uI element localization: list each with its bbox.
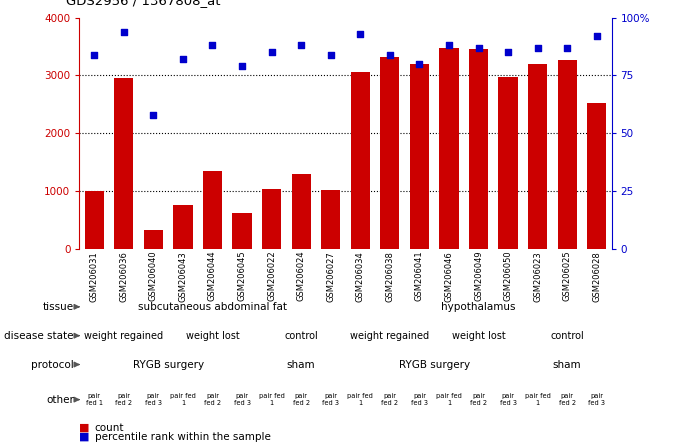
Text: pair
fed 2: pair fed 2 (292, 393, 310, 406)
Point (148, 111, 159, 118)
Text: GSM206023: GSM206023 (533, 251, 542, 301)
Point (562, 44, 573, 52)
Text: sham: sham (287, 360, 316, 369)
Bar (410, 64, 429, 249)
Text: pair fed
1: pair fed 1 (524, 393, 551, 406)
Bar (528, 64, 547, 249)
Text: GSM206025: GSM206025 (562, 251, 571, 301)
Text: control: control (550, 331, 584, 341)
Text: protocol: protocol (31, 360, 74, 369)
Text: pair
fed 3: pair fed 3 (588, 393, 605, 406)
Point (414, 60, 425, 67)
Text: pair
fed 2: pair fed 2 (470, 393, 487, 406)
Text: weight regained: weight regained (84, 331, 163, 341)
Bar (587, 103, 607, 249)
Text: pair
fed 2: pair fed 2 (381, 393, 399, 406)
Text: percentile rank within the sample: percentile rank within the sample (95, 432, 271, 442)
Bar (173, 205, 193, 249)
Bar (232, 213, 252, 249)
Text: tissue: tissue (43, 302, 74, 312)
Text: GSM206027: GSM206027 (326, 251, 335, 301)
Bar (114, 79, 133, 249)
Point (354, 30, 366, 37)
Point (502, 49, 513, 56)
Bar (380, 57, 399, 249)
Bar (469, 49, 488, 249)
Text: ■: ■ (79, 432, 90, 442)
Text: GSM206045: GSM206045 (238, 251, 247, 301)
Text: count: count (95, 423, 124, 433)
Bar (558, 60, 577, 249)
Text: weight lost: weight lost (452, 331, 505, 341)
Bar (292, 174, 311, 249)
Text: pair
fed 3: pair fed 3 (500, 393, 517, 406)
Point (236, 63, 247, 70)
Text: GSM206024: GSM206024 (296, 251, 305, 301)
Text: other: other (46, 395, 74, 404)
Bar (203, 171, 222, 249)
Text: control: control (284, 331, 318, 341)
Text: GSM206040: GSM206040 (149, 251, 158, 301)
Text: pair
fed 3: pair fed 3 (322, 393, 339, 406)
Text: pair fed
1: pair fed 1 (436, 393, 462, 406)
Text: weight regained: weight regained (350, 331, 429, 341)
Text: weight lost: weight lost (186, 331, 239, 341)
Bar (262, 189, 281, 249)
Bar (321, 190, 341, 249)
Text: GSM206022: GSM206022 (267, 251, 276, 301)
Bar (350, 72, 370, 249)
Text: GSM206028: GSM206028 (592, 251, 601, 301)
Text: pair
fed 3: pair fed 3 (411, 393, 428, 406)
Text: subcutaneous abdominal fat: subcutaneous abdominal fat (138, 302, 287, 312)
Text: pair
fed 2: pair fed 2 (558, 393, 576, 406)
Point (88, 51, 100, 58)
Text: GSM206038: GSM206038 (386, 251, 395, 301)
Point (473, 44, 484, 52)
Bar (144, 230, 163, 249)
Point (384, 51, 395, 58)
Text: pair
fed 1: pair fed 1 (86, 393, 103, 406)
Text: GSM206044: GSM206044 (208, 251, 217, 301)
Text: pair fed
1: pair fed 1 (348, 393, 373, 406)
Text: pair fed
1: pair fed 1 (170, 393, 196, 406)
Point (296, 42, 307, 49)
Text: RYGB surgery: RYGB surgery (399, 360, 470, 369)
Text: hypothalamus: hypothalamus (442, 302, 515, 312)
Text: GSM206036: GSM206036 (120, 251, 129, 301)
Point (444, 42, 455, 49)
Bar (498, 77, 518, 249)
Point (532, 44, 543, 52)
Text: pair
fed 2: pair fed 2 (115, 393, 133, 406)
Text: GSM206041: GSM206041 (415, 251, 424, 301)
Text: RYGB surgery: RYGB surgery (133, 360, 204, 369)
Point (591, 33, 603, 40)
Text: disease state: disease state (4, 331, 74, 341)
Text: GDS2956 / 1367808_at: GDS2956 / 1367808_at (66, 0, 220, 7)
Bar (439, 48, 459, 249)
Point (207, 42, 218, 49)
Text: GSM206043: GSM206043 (178, 251, 187, 301)
Text: GSM206046: GSM206046 (444, 251, 453, 301)
Bar (84, 191, 104, 249)
Point (266, 49, 277, 56)
Text: GSM206031: GSM206031 (90, 251, 99, 301)
Point (178, 56, 189, 63)
Text: GSM206049: GSM206049 (474, 251, 483, 301)
Text: ■: ■ (79, 423, 90, 433)
Point (325, 51, 337, 58)
Text: pair fed
1: pair fed 1 (258, 393, 285, 406)
Text: GSM206050: GSM206050 (504, 251, 513, 301)
Text: sham: sham (553, 360, 582, 369)
Text: pair
fed 2: pair fed 2 (204, 393, 221, 406)
Point (118, 28, 129, 35)
Text: GSM206034: GSM206034 (356, 251, 365, 301)
Text: pair
fed 3: pair fed 3 (234, 393, 251, 406)
Text: pair
fed 3: pair fed 3 (145, 393, 162, 406)
